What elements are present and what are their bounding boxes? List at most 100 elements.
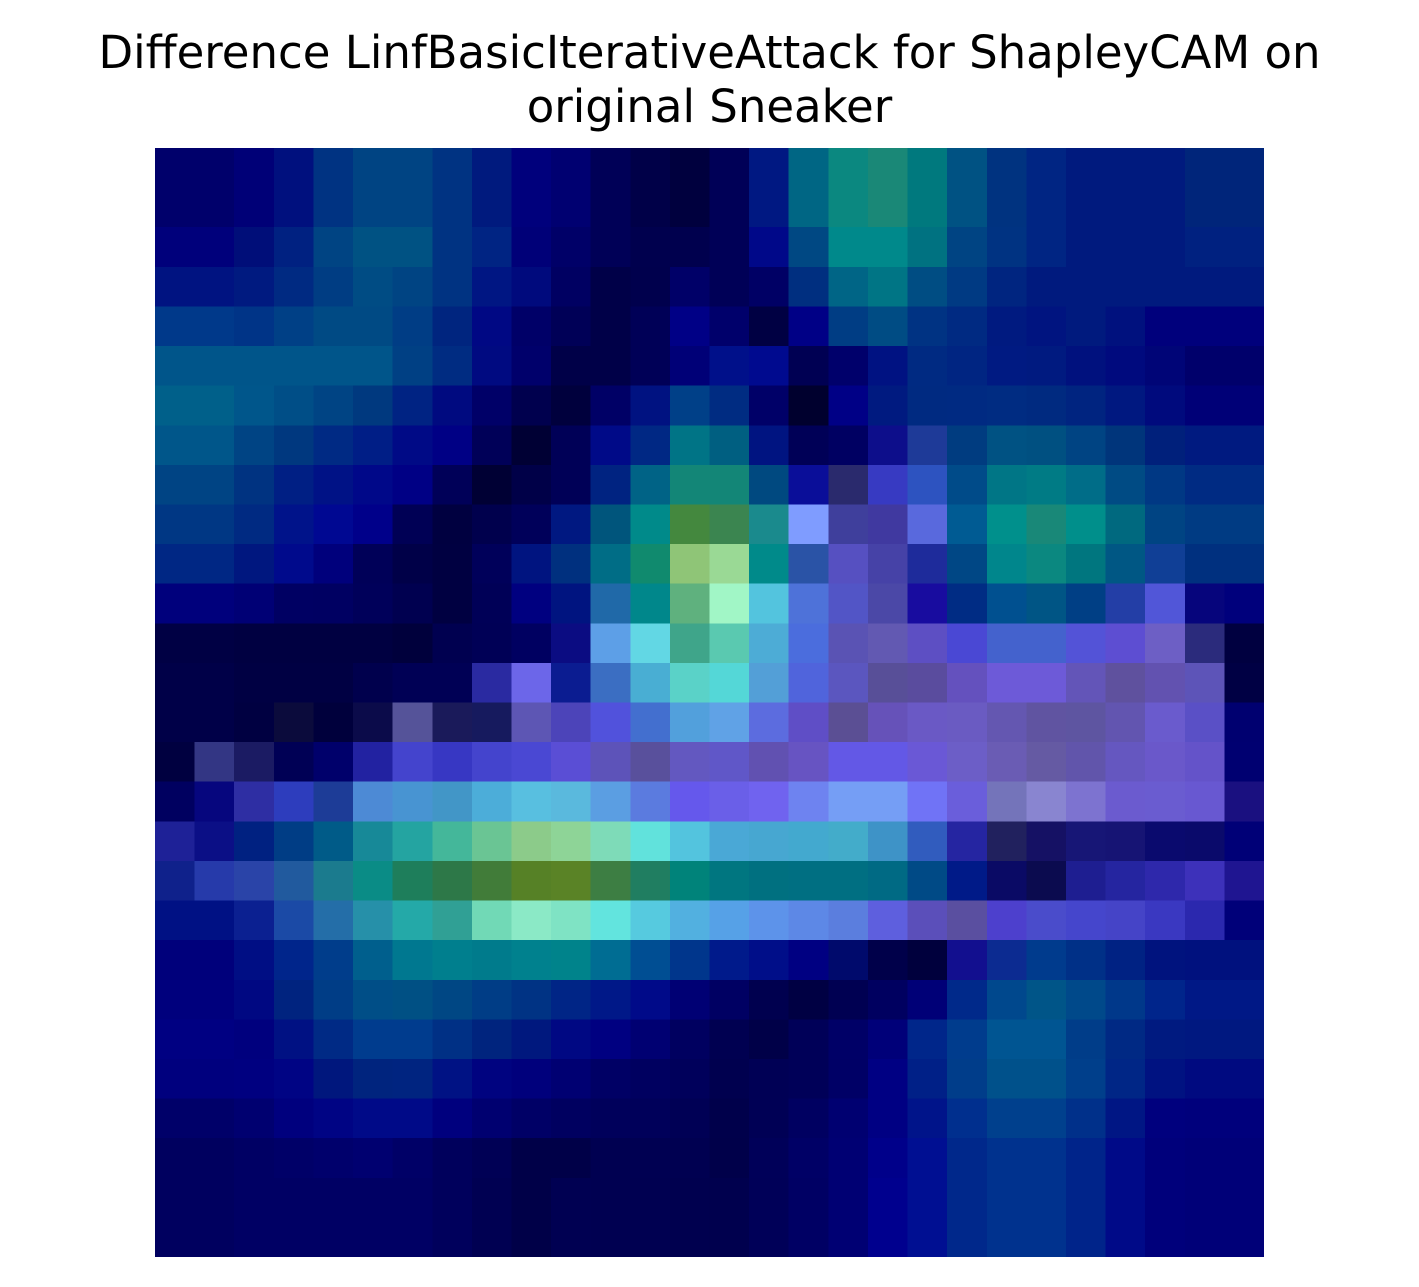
heatmap-cell-r18-c19	[907, 860, 948, 902]
heatmap-cell-r12-c10	[551, 623, 592, 664]
heatmap-cell-r6-c3	[273, 385, 315, 426]
heatmap-cell-r17-c26	[1184, 821, 1225, 862]
heatmap-cell-r11-c15	[749, 583, 790, 624]
heatmap-cell-r14-c14	[709, 702, 750, 743]
heatmap-cell-r6-c20	[947, 385, 988, 426]
heatmap-cell-r12-c20	[947, 623, 988, 664]
heatmap-cell-r17-c16	[788, 821, 829, 862]
heatmap-cell-r7-c16	[788, 425, 829, 466]
heatmap-cell-r4-c17	[828, 306, 869, 347]
heatmap-cell-r14-c18	[867, 702, 909, 743]
heatmap-cell-r21-c3	[273, 979, 315, 1020]
heatmap-cell-r22-c23	[1065, 1019, 1107, 1060]
heatmap-cell-r25-c17	[828, 1138, 869, 1179]
heatmap-cell-r21-c26	[1184, 979, 1225, 1020]
heatmap-cell-r3-c20	[947, 266, 988, 308]
heatmap-cell-r10-c12	[630, 544, 671, 585]
heatmap-cell-r27-c3	[273, 1217, 315, 1257]
heatmap-cell-r19-c18	[867, 900, 909, 941]
heatmap-cell-r25-c21	[986, 1138, 1027, 1179]
heatmap-cell-r12-c16	[788, 623, 829, 664]
heatmap-cell-r11-c3	[273, 583, 315, 624]
heatmap-cell-r27-c2	[234, 1217, 275, 1257]
heatmap-cell-r19-c14	[709, 900, 750, 941]
heatmap-cell-r14-c16	[788, 702, 829, 743]
heatmap-cell-r24-c13	[669, 1098, 711, 1139]
heatmap-cell-r14-c12	[630, 702, 671, 743]
heatmap-cell-r1-c13	[669, 187, 711, 228]
heatmap-cell-r19-c9	[511, 900, 552, 941]
heatmap-cell-r0-c10	[551, 148, 592, 189]
heatmap-cell-r12-c19	[907, 623, 948, 664]
heatmap-cell-r7-c9	[511, 425, 552, 466]
heatmap-cell-r19-c5	[353, 900, 394, 941]
heatmap-cell-r2-c13	[669, 227, 711, 268]
heatmap-cell-r6-c10	[551, 385, 592, 426]
heatmap-cell-r12-c21	[986, 623, 1027, 664]
heatmap-cell-r10-c23	[1065, 544, 1107, 585]
heatmap-cell-r23-c25	[1145, 1058, 1186, 1100]
heatmap-cell-r7-c1	[194, 425, 235, 466]
heatmap-cell-r4-c16	[788, 306, 829, 347]
heatmap-cell-r25-c20	[947, 1138, 988, 1179]
heatmap-cell-r0-c14	[709, 148, 750, 189]
heatmap-cell-r11-c16	[788, 583, 829, 624]
heatmap-cell-r2-c11	[590, 227, 631, 268]
heatmap-cell-r19-c23	[1065, 900, 1107, 941]
heatmap-cell-r24-c8	[471, 1098, 513, 1139]
heatmap-cell-r13-c21	[986, 662, 1027, 704]
heatmap-cell-r16-c15	[749, 781, 790, 822]
heatmap-cell-r16-c3	[273, 781, 315, 822]
heatmap-cell-r8-c3	[273, 464, 315, 506]
heatmap-cell-r19-c4	[313, 900, 354, 941]
heatmap-cell-r27-c9	[511, 1217, 552, 1257]
heatmap-cell-r23-c0	[155, 1058, 196, 1100]
heatmap-cell-r0-c2	[234, 148, 275, 189]
heatmap-cell-r15-c26	[1184, 742, 1225, 783]
heatmap-cell-r5-c10	[551, 346, 592, 387]
heatmap-cell-r2-c6	[392, 227, 433, 268]
heatmap-cell-r4-c15	[749, 306, 790, 347]
heatmap-cell-r13-c6	[392, 662, 433, 704]
heatmap-cell-r16-c14	[709, 781, 750, 822]
heatmap-cell-r8-c26	[1184, 464, 1225, 506]
heatmap-cell-r4-c26	[1184, 306, 1225, 347]
heatmap-cell-r2-c4	[313, 227, 354, 268]
heatmap-cell-r17-c12	[630, 821, 671, 862]
heatmap-cell-r10-c13	[669, 544, 711, 585]
heatmap-cell-r1-c23	[1065, 187, 1107, 228]
heatmap-cell-r13-c3	[273, 662, 315, 704]
heatmap-cell-r19-c16	[788, 900, 829, 941]
heatmap-cell-r3-c2	[234, 266, 275, 308]
heatmap-cell-r8-c6	[392, 464, 433, 506]
heatmap-cell-r7-c17	[828, 425, 869, 466]
heatmap-cell-r18-c13	[669, 860, 711, 902]
heatmap-cell-r1-c5	[353, 187, 394, 228]
heatmap-cell-r24-c0	[155, 1098, 196, 1139]
heatmap-cell-r4-c13	[669, 306, 711, 347]
heatmap-cell-r18-c5	[353, 860, 394, 902]
heatmap-cell-r2-c21	[986, 227, 1027, 268]
heatmap-cell-r2-c27	[1224, 227, 1264, 268]
heatmap-cell-r22-c25	[1145, 1019, 1186, 1060]
heatmap-cell-r3-c8	[471, 266, 513, 308]
heatmap-cell-r26-c27	[1224, 1177, 1264, 1218]
heatmap-cell-r23-c5	[353, 1058, 394, 1100]
heatmap-cell-r15-c12	[630, 742, 671, 783]
heatmap-cell-r19-c17	[828, 900, 869, 941]
heatmap-cell-r23-c12	[630, 1058, 671, 1100]
heatmap-cell-r12-c1	[194, 623, 235, 664]
heatmap-cell-r21-c25	[1145, 979, 1186, 1020]
heatmap-cell-r7-c22	[1026, 425, 1067, 466]
heatmap-cell-r21-c21	[986, 979, 1027, 1020]
heatmap-cell-r21-c22	[1026, 979, 1067, 1020]
heatmap-cell-r7-c15	[749, 425, 790, 466]
heatmap-cell-r24-c12	[630, 1098, 671, 1139]
heatmap-cell-r24-c18	[867, 1098, 909, 1139]
heatmap-cell-r26-c8	[471, 1177, 513, 1218]
heatmap-cell-r25-c14	[709, 1138, 750, 1179]
heatmap-cell-r3-c1	[194, 266, 235, 308]
heatmap-cell-r8-c17	[828, 464, 869, 506]
heatmap-cell-r18-c2	[234, 860, 275, 902]
